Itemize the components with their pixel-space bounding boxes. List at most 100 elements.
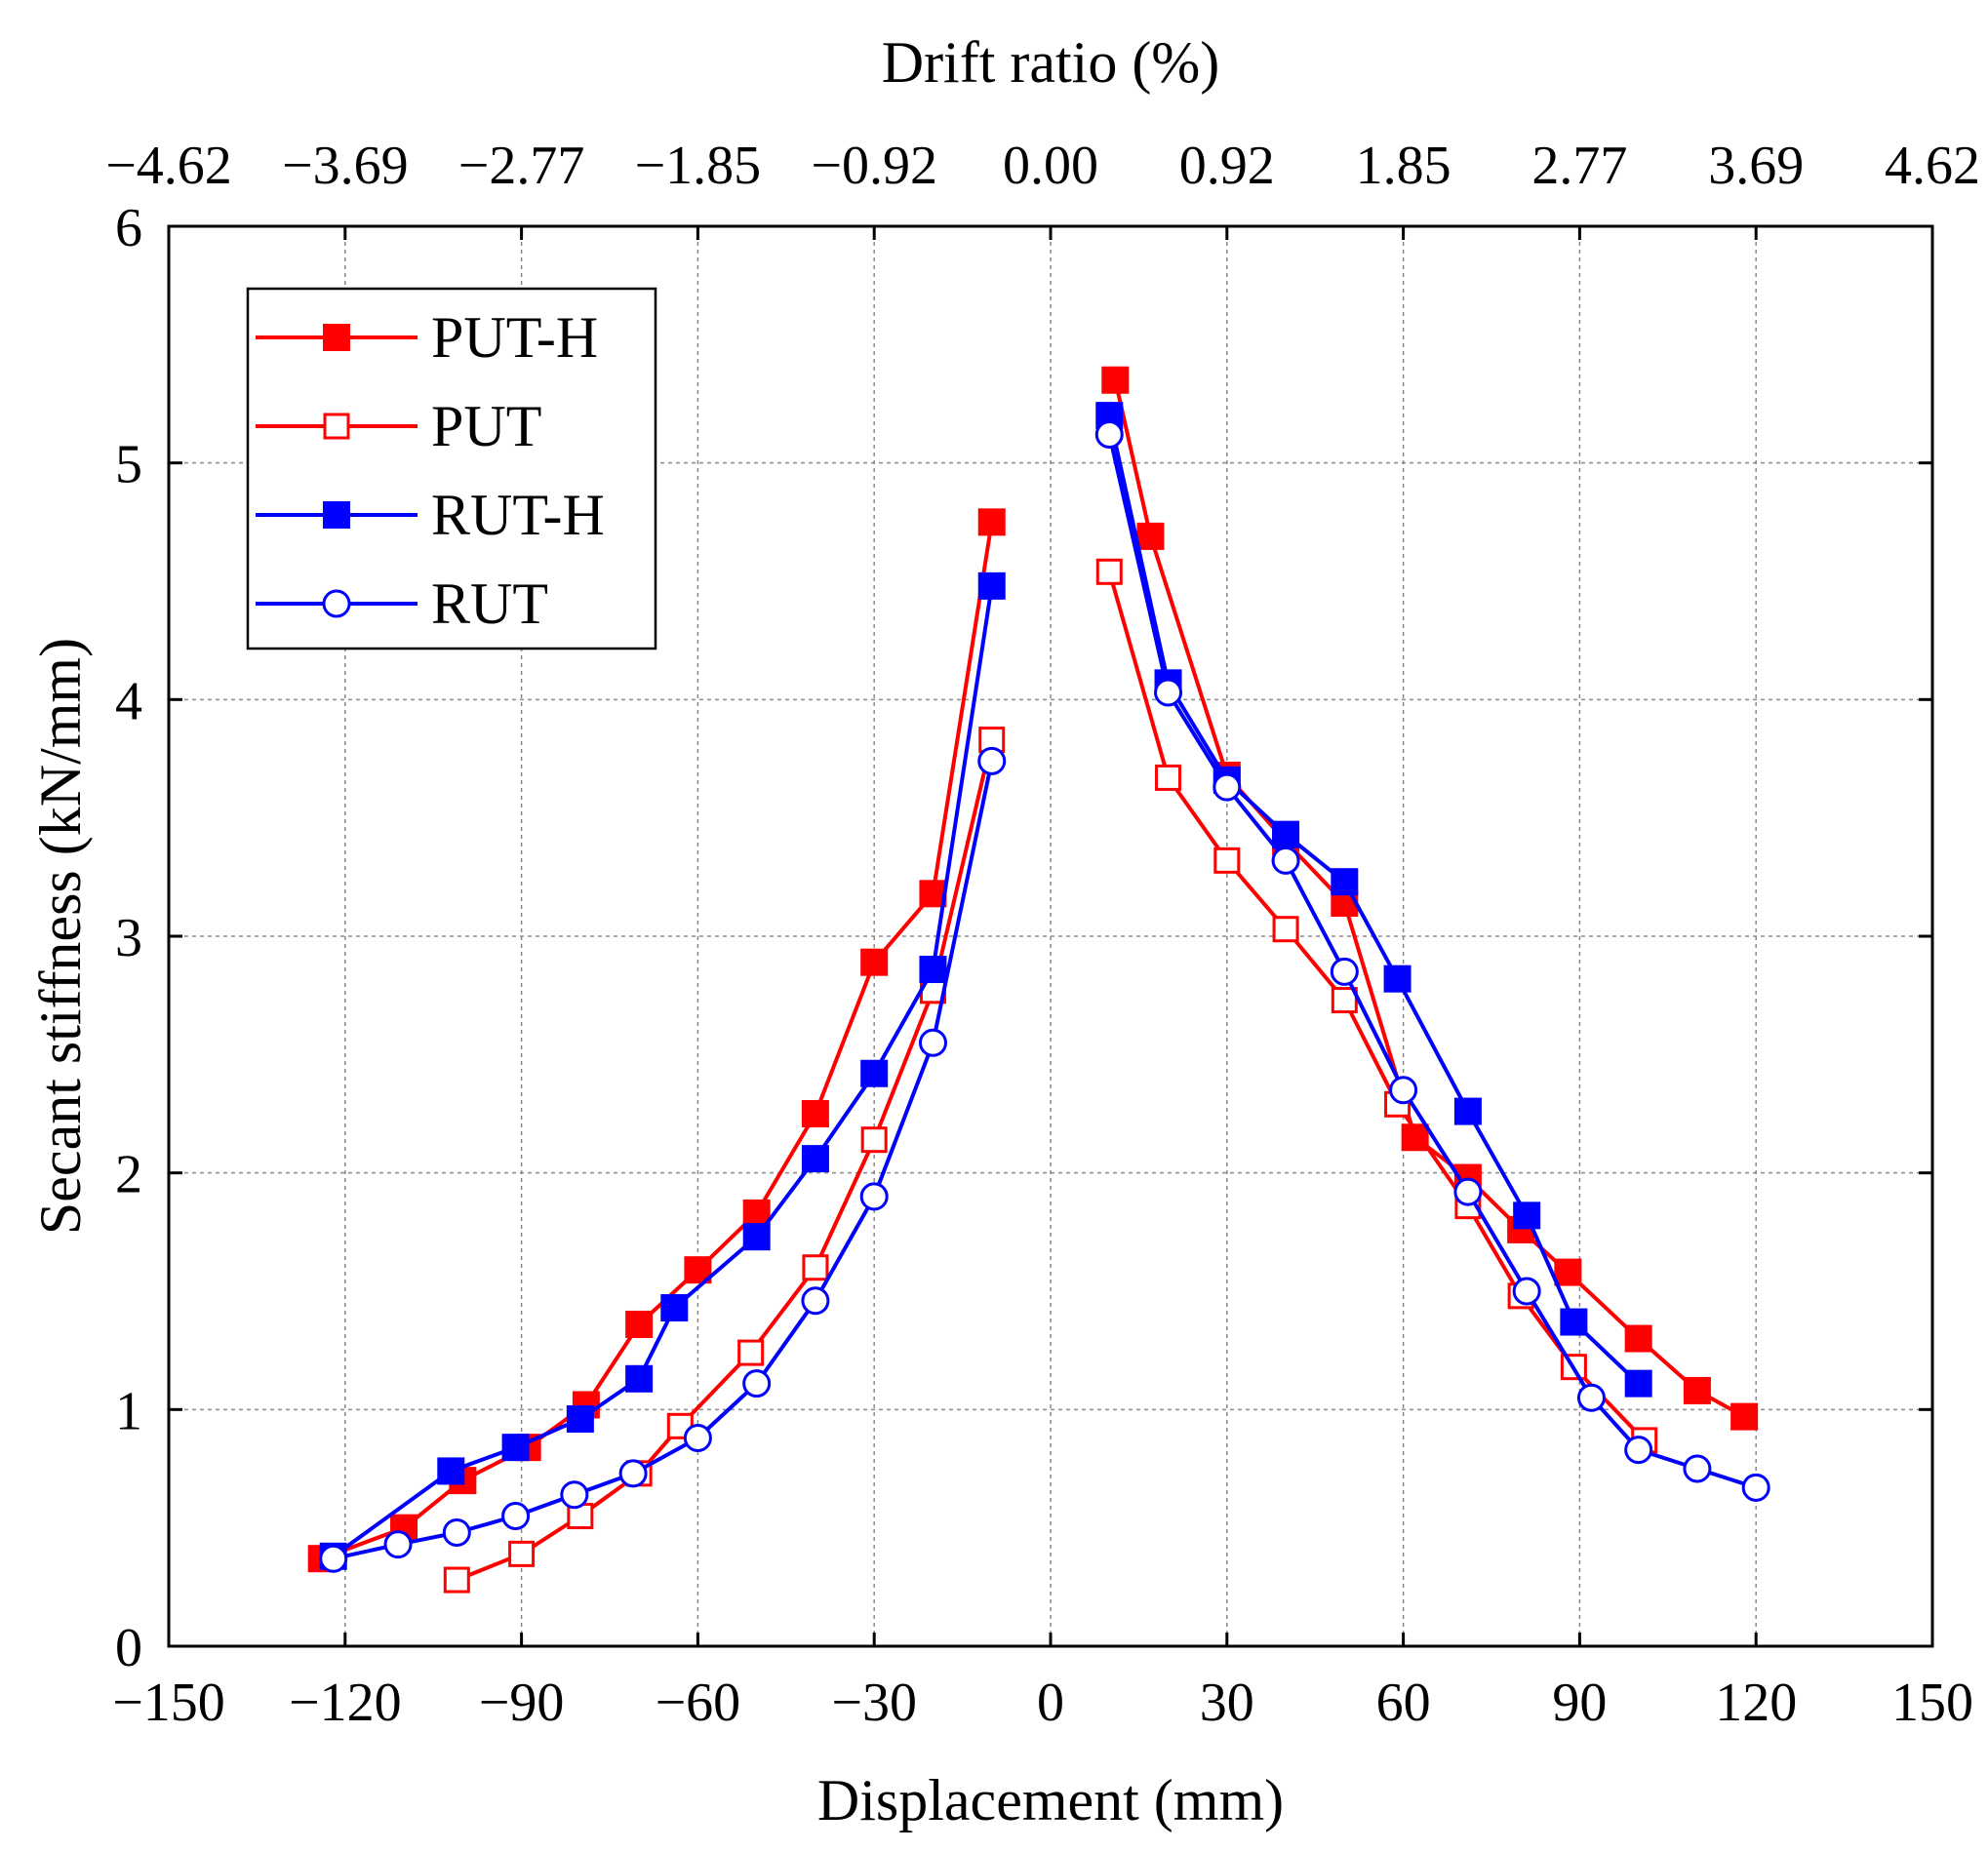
data-point-rut <box>1271 846 1300 875</box>
data-point-put-h <box>742 1199 771 1227</box>
data-point-put-h <box>801 1100 829 1127</box>
data-point-rut <box>618 1459 648 1488</box>
x2-tick-label: −0.92 <box>811 136 937 196</box>
data-point-rut <box>801 1286 830 1316</box>
x-tick-label: −60 <box>656 1673 741 1733</box>
data-point-put-h <box>1554 1258 1582 1286</box>
y-axis-title: Secant stiffness (kN/mm) <box>28 638 93 1235</box>
x2-axis-title: Drift ratio (%) <box>882 30 1220 95</box>
legend-entry-put: PUT <box>256 394 541 458</box>
data-point-rut <box>1683 1454 1712 1483</box>
legend-entry-rut-h: RUT-H <box>256 483 605 547</box>
legend-label: RUT <box>431 571 548 636</box>
x-tick-label: 90 <box>1552 1673 1607 1733</box>
series-line-rut-h <box>1107 414 1641 1386</box>
x-tick-label: 120 <box>1715 1673 1797 1733</box>
x2-tick-label: −2.77 <box>458 136 585 196</box>
data-point-rut-h <box>625 1364 654 1393</box>
data-point-rut-h <box>1624 1369 1652 1398</box>
legend-marker <box>322 589 351 618</box>
x2-tick-label: 1.85 <box>1356 136 1451 196</box>
y-tick-label: 3 <box>115 908 142 968</box>
data-point-rut-h <box>1453 1097 1482 1125</box>
data-point-put <box>1331 987 1358 1014</box>
data-point-put <box>1213 847 1241 874</box>
data-point-rut <box>1094 420 1124 450</box>
data-point-rut-h <box>1560 1308 1588 1336</box>
legend-entry-rut: RUT <box>256 571 548 636</box>
data-point-rut <box>442 1518 471 1548</box>
x-tick-label: −30 <box>831 1673 917 1733</box>
legend-label: RUT-H <box>431 483 605 547</box>
data-point-put-h <box>860 948 889 976</box>
data-point-rut-h <box>860 1059 889 1087</box>
data-point-put-h <box>977 508 1006 536</box>
data-point-rut-h <box>1272 820 1300 848</box>
grid-lines <box>169 226 1932 1646</box>
data-point-rut-h <box>919 955 947 983</box>
y-tick-label: 1 <box>115 1381 142 1441</box>
x2-tick-label: −3.69 <box>282 136 409 196</box>
series-line-put <box>456 739 994 1582</box>
data-point-rut <box>383 1530 413 1559</box>
data-point-rut-h <box>566 1405 594 1434</box>
legend-label: PUT <box>431 394 541 458</box>
data-point-rut <box>918 1028 947 1057</box>
data-point-put <box>1095 558 1123 585</box>
data-point-rut <box>501 1502 531 1531</box>
data-point-put-h <box>1624 1324 1652 1353</box>
series-rut <box>319 420 1770 1573</box>
y-tick-label: 0 <box>115 1618 142 1678</box>
data-point-rut-h <box>1331 868 1359 896</box>
legend: PUT-H PUT RUT-H RUT <box>246 287 657 650</box>
legend-box <box>246 287 657 650</box>
x2-tick-label: 0.00 <box>1003 136 1098 196</box>
y-tick-label: 4 <box>115 671 142 731</box>
data-point-rut <box>1213 772 1242 802</box>
data-point-rut <box>1154 678 1183 707</box>
x-tick-label: −120 <box>289 1673 402 1733</box>
data-point-rut <box>560 1480 589 1510</box>
y-tick-label: 6 <box>115 198 142 258</box>
data-point-put <box>1272 916 1299 943</box>
y-tick-label: 5 <box>115 435 142 495</box>
legend-marker <box>323 413 350 440</box>
x-tick-label: 0 <box>1037 1673 1064 1733</box>
series-line-put <box>1107 571 1647 1442</box>
data-point-rut <box>1453 1177 1483 1206</box>
x-tick-label: 150 <box>1891 1673 1973 1733</box>
data-point-rut <box>859 1182 889 1211</box>
data-point-rut-h <box>1383 965 1411 993</box>
x2-tick-label: 3.69 <box>1708 136 1804 196</box>
data-point-rut <box>977 746 1007 775</box>
data-point-rut-h <box>801 1145 829 1173</box>
x-tick-label: −90 <box>479 1673 565 1733</box>
plot-series <box>307 366 1770 1594</box>
data-point-rut <box>319 1544 348 1573</box>
data-point-rut <box>1389 1076 1418 1105</box>
data-point-put <box>802 1254 829 1281</box>
data-point-rut <box>1576 1383 1606 1412</box>
data-point-rut-h <box>977 571 1006 600</box>
x-axis-title: Displacement (mm) <box>817 1768 1284 1832</box>
x2-tick-label: 2.77 <box>1531 136 1627 196</box>
data-point-put-h <box>625 1310 654 1338</box>
legend-entry-put-h: PUT-H <box>256 305 598 370</box>
data-point-rut <box>1624 1436 1653 1465</box>
data-point-put-h <box>1683 1376 1711 1404</box>
data-point-put <box>860 1126 888 1154</box>
data-point-rut <box>1330 957 1359 986</box>
data-point-rut <box>1512 1277 1541 1306</box>
legend-marker <box>323 501 350 529</box>
data-point-put <box>508 1540 536 1567</box>
data-point-rut <box>742 1369 772 1398</box>
data-point-rut-h <box>742 1223 771 1251</box>
data-point-put-h <box>1730 1402 1759 1431</box>
data-point-rut-h <box>501 1434 530 1462</box>
data-point-put <box>443 1566 470 1594</box>
data-point-rut <box>683 1423 712 1452</box>
x2-tick-label: 4.62 <box>1885 136 1980 196</box>
